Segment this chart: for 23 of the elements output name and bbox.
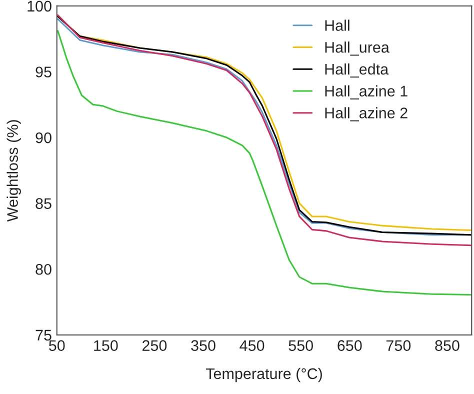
legend-label: Hall_urea — [325, 42, 390, 56]
x-tick-label: 250 — [142, 340, 167, 351]
legend-label: Hall_edta — [325, 63, 389, 78]
x-tick-label: 450 — [240, 340, 264, 351]
legend-label: Hall_azine 1 — [325, 85, 408, 100]
y-axis-title: Weightloss (%) — [6, 120, 21, 222]
x-tick-label: 50 — [48, 340, 65, 351]
x-tick-label: 350 — [191, 340, 216, 351]
y-tick-label: 80 — [36, 264, 52, 275]
x-tick-label: 850 — [435, 340, 460, 351]
y-tick-label: 85 — [36, 198, 52, 209]
legend-label: Hall_azine 2 — [325, 107, 408, 122]
x-tick-label: 750 — [386, 340, 411, 351]
y-tick-label: 75 — [36, 330, 52, 341]
y-tick-label: 90 — [36, 132, 52, 144]
line-series — [57, 30, 472, 296]
y-tick-label: 100 — [28, 0, 52, 12]
x-tick-label: 550 — [288, 340, 313, 351]
y-tick-label: 95 — [36, 66, 52, 78]
x-axis-title: Temperature (°C) — [206, 368, 322, 382]
x-tick-label: 150 — [94, 340, 118, 351]
legend-label: Hall — [325, 20, 350, 31]
x-tick-label: 650 — [338, 340, 362, 351]
